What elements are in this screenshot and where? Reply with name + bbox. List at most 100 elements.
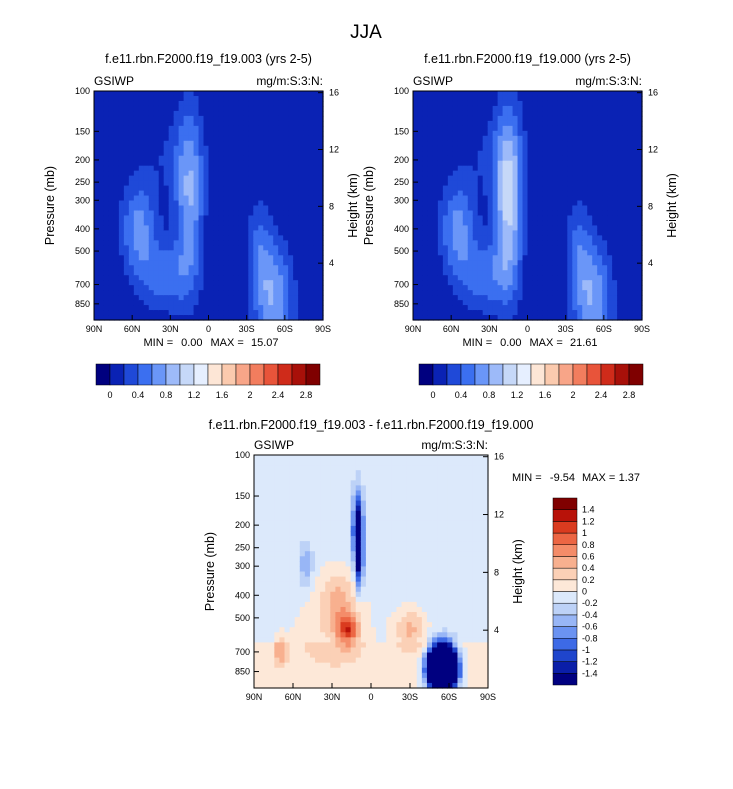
contour-cell <box>602 106 608 112</box>
contour-cell <box>99 206 105 212</box>
contour-cell <box>204 181 210 187</box>
contour-cell <box>129 290 135 296</box>
contour-cell <box>283 215 289 221</box>
contour-cell <box>607 280 613 286</box>
contour-cell <box>258 260 264 266</box>
contour-cell <box>213 106 219 112</box>
contour-cell <box>129 215 135 221</box>
contour-cell <box>293 220 299 226</box>
contour-cell <box>238 146 244 152</box>
contour-cell <box>119 250 125 256</box>
contour-cell <box>209 136 215 142</box>
contour-cell <box>293 161 299 167</box>
contour-cell <box>184 225 190 231</box>
contour-cell <box>94 275 100 281</box>
contour-cell <box>313 166 319 172</box>
contour-cell <box>164 275 170 281</box>
contour-cell <box>503 225 509 231</box>
contour-cell <box>209 186 215 192</box>
contour-cell <box>278 116 284 122</box>
contour-cell <box>104 265 110 271</box>
contour-cell <box>478 245 484 251</box>
contour-cell <box>129 191 135 197</box>
contour-cell <box>567 275 573 281</box>
contour-cell <box>433 220 439 226</box>
contour-cell <box>94 230 100 236</box>
contour-cell <box>288 136 294 142</box>
contour-cell <box>612 186 618 192</box>
contour-cell <box>228 101 234 107</box>
contour-cell <box>418 136 424 142</box>
contour-cell <box>99 91 105 97</box>
contour-cell <box>109 275 115 281</box>
contour-cell <box>315 658 321 664</box>
contour-cell <box>104 121 110 127</box>
contour-cell <box>547 111 553 117</box>
contour-cell <box>498 141 504 147</box>
contour-cell <box>493 225 499 231</box>
contour-cell <box>557 191 563 197</box>
contour-cell <box>315 496 321 502</box>
contour-cell <box>418 201 424 207</box>
contour-cell <box>448 300 454 306</box>
contour-cell <box>144 230 150 236</box>
contour-cell <box>542 295 548 301</box>
contour-cell <box>233 240 239 246</box>
contour-cell <box>508 275 514 281</box>
contour-cell <box>104 260 110 266</box>
contour-cell <box>557 275 563 281</box>
contour-cell <box>228 280 234 286</box>
contour-cell <box>572 260 578 266</box>
contour-cell <box>627 300 633 306</box>
contour-cell <box>169 186 175 192</box>
contour-cell <box>279 637 285 643</box>
contour-cell <box>617 295 623 301</box>
contour-cell <box>582 111 588 117</box>
contour-cell <box>228 305 234 311</box>
contour-cell <box>448 146 454 152</box>
contour-cell <box>473 91 479 97</box>
contour-cell <box>582 295 588 301</box>
contour-cell <box>617 265 623 271</box>
contour-cell <box>448 151 454 157</box>
contour-cell <box>279 475 285 481</box>
contour-cell <box>448 245 454 251</box>
contour-cell <box>209 161 215 167</box>
contour-cell <box>443 181 449 187</box>
contour-cell <box>602 161 608 167</box>
y2-tick-label: 4 <box>329 258 334 268</box>
contour-cell <box>129 285 135 291</box>
contour-cell <box>547 235 553 241</box>
contour-cell <box>602 116 608 122</box>
contour-cell <box>528 101 534 107</box>
contour-cell <box>298 275 304 281</box>
contour-cell <box>577 166 583 172</box>
contour-cell <box>218 186 224 192</box>
contour-cell <box>233 101 239 107</box>
contour-cell <box>513 275 519 281</box>
contour-cell <box>518 295 524 301</box>
contour-cell <box>622 206 628 212</box>
contour-cell <box>305 678 311 684</box>
contour-cell <box>547 171 553 177</box>
contour-cell <box>209 240 215 246</box>
contour-cell <box>283 220 289 226</box>
contour-cell <box>238 285 244 291</box>
contour-cell <box>577 300 583 306</box>
contour-cell <box>119 136 125 142</box>
contour-cell <box>248 285 254 291</box>
contour-cell <box>263 255 269 261</box>
contour-cell <box>557 96 563 102</box>
contour-cell <box>468 265 474 271</box>
contour-cell <box>213 196 219 202</box>
contour-cell <box>433 305 439 311</box>
contour-cell <box>607 126 613 132</box>
contour-cell <box>243 225 249 231</box>
contour-cell <box>592 305 598 311</box>
contour-cell <box>94 235 100 241</box>
contour-cell <box>199 220 205 226</box>
contour-cell <box>114 161 120 167</box>
contour-cell <box>268 220 274 226</box>
contour-cell <box>209 215 215 221</box>
contour-cell <box>288 171 294 177</box>
